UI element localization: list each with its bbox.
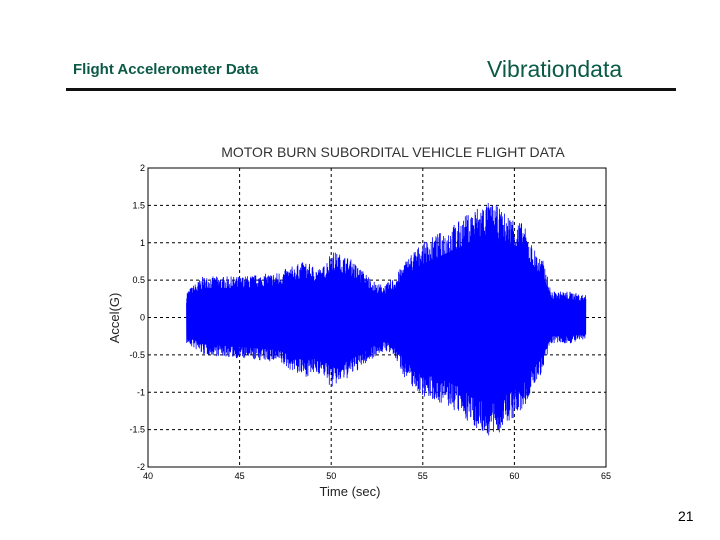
- header-divider: [66, 88, 676, 91]
- y-tick-label: 0: [140, 313, 145, 323]
- y-tick-label: 0.5: [132, 275, 145, 285]
- y-tick-label: -1: [137, 387, 145, 397]
- accelerometer-chart: MOTOR BURN SUBORDITAL VEHICLE FLIGHT DAT…: [107, 144, 611, 499]
- y-tick-label: 1.5: [132, 200, 145, 210]
- chart-title: MOTOR BURN SUBORDITAL VEHICLE FLIGHT DAT…: [221, 144, 565, 160]
- x-tick-label: 65: [601, 471, 611, 481]
- x-tick-label: 60: [509, 471, 519, 481]
- signal-trace: [186, 202, 587, 436]
- x-tick-label: 55: [418, 471, 428, 481]
- brand-title: Vibrationdata: [487, 56, 623, 82]
- x-tick-label: 50: [326, 471, 336, 481]
- x-tick-label: 40: [143, 471, 153, 481]
- y-tick-label: -2: [137, 462, 145, 472]
- y-tick-label: -0.5: [129, 350, 145, 360]
- slide-title: Flight Accelerometer Data: [73, 61, 259, 78]
- y-tick-label: 2: [140, 163, 145, 173]
- page-number: 21: [678, 508, 694, 524]
- axis-ticks: 40 45 50 55 60 65 -2 -1.5 -1 -0.5 0 0.5 1 1.5 2: [129, 163, 611, 481]
- x-tick-label: 45: [235, 471, 245, 481]
- signal-line: [186, 202, 587, 436]
- y-axis-label: Accel(G): [107, 293, 122, 344]
- x-axis-label: Time (sec): [320, 484, 381, 499]
- y-tick-label: -1.5: [129, 425, 145, 435]
- plot-frame: [147, 167, 607, 468]
- y-tick-label: 1: [140, 238, 145, 248]
